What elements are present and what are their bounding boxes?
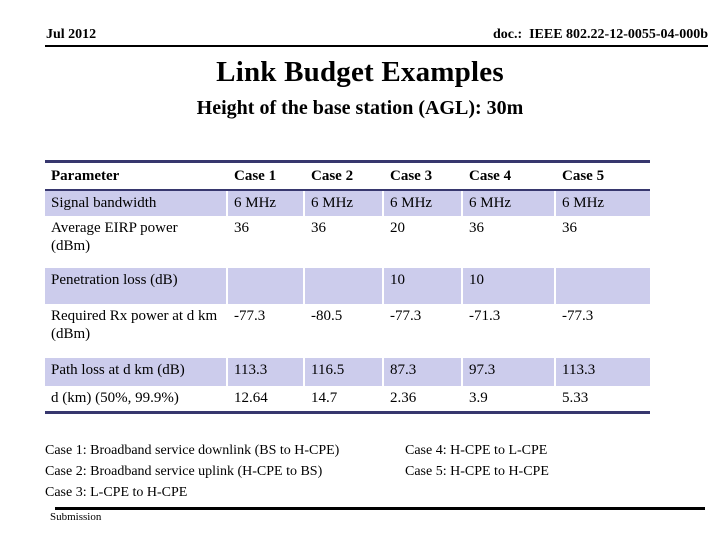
table-row: Path loss at d km (dB) 113.3 116.5 87.3 97.3… (45, 358, 650, 386)
column-header-case-3: Case 3 (382, 161, 462, 191)
table-cell: 36 (226, 216, 304, 268)
table-cell: 5.33 (554, 386, 650, 412)
header-doc-number: doc.: IEEE 802.22-12-0055-04-000b (492, 27, 708, 42)
table-cell: 2.36 (382, 386, 462, 412)
header-date: Jul 2012 (46, 27, 97, 42)
table-cell (554, 268, 650, 304)
table-cell: 20 (382, 216, 462, 268)
header-rule (45, 45, 708, 47)
table-cell: -80.5 (303, 304, 383, 358)
table-row: d (km) (50%, 99.9%) 12.64 14.7 2.36 3.9 5.33 (45, 386, 650, 412)
table-cell: 97.3 (461, 358, 555, 386)
case-notes-left: Case 1: Broadband service downlink (BS t… (45, 440, 400, 503)
table-cell: 116.5 (303, 358, 383, 386)
row-parameter: Required Rx power at d km (dBm) (51, 308, 218, 342)
table-header-row: Parameter Case 1 Case 2 Case 3 Case 4 Case 5 (45, 161, 650, 191)
table-row: Penetration loss (dB) 10 10 (45, 268, 650, 304)
link-budget-table: Parameter Case 1 Case 2 Case 3 Case 4 Case 5 … (45, 160, 650, 414)
column-header-parameter: Parameter (45, 161, 227, 191)
table-cell: 113.3 (554, 358, 650, 386)
table-cell: 36 (554, 216, 650, 268)
table-cell: 36 (461, 216, 555, 268)
submission-label: Submission (50, 511, 102, 523)
column-header-case-4: Case 4 (461, 161, 555, 191)
table-cell: 6 MHz (382, 190, 462, 216)
table-cell: 113.3 (226, 358, 304, 386)
table-cell: 6 MHz (303, 190, 383, 216)
table-cell (303, 268, 383, 304)
table-cell: 14.7 (303, 386, 383, 412)
table-cell: -77.3 (226, 304, 304, 358)
table-cell: 3.9 (461, 386, 555, 412)
slide-subtitle: Height of the base station (AGL): 30m (196, 97, 524, 119)
case-note: Case 4: H-CPE to L-CPE (405, 443, 548, 458)
table-head: Parameter Case 1 Case 2 Case 3 Case 4 Case 5 (45, 161, 650, 191)
table-row: Average EIRP power (dBm) 36 36 20 36 36 (45, 216, 650, 268)
footer-rule (55, 507, 705, 510)
column-header-case-5: Case 5 (554, 161, 650, 191)
row-parameter: Average EIRP power (dBm) (51, 220, 178, 254)
table-cell: -77.3 (382, 304, 462, 358)
table-cell: -77.3 (554, 304, 650, 358)
case-note: Case 2: Broadband service uplink (H-CPE … (45, 464, 323, 479)
row-parameter: Penetration loss (dB) (45, 268, 227, 304)
row-parameter: d (km) (50%, 99.9%) (51, 390, 179, 406)
case-note: Case 1: Broadband service downlink (BS t… (45, 443, 340, 458)
table-cell (226, 268, 304, 304)
table-row: Signal bandwidth 6 MHz 6 MHz 6 MHz 6 MHz 6 MH… (45, 190, 650, 216)
table-cell: 12.64 (226, 386, 304, 412)
table-row: Required Rx power at d km (dBm) -77.3 -80.… (45, 304, 650, 358)
table-body: Signal bandwidth 6 MHz 6 MHz 6 MHz 6 MHz 6 MH… (45, 190, 650, 412)
table-cell: 36 (303, 216, 383, 268)
table-cell: -71.3 (461, 304, 555, 358)
slide-title: Link Budget Examples (216, 56, 504, 88)
case-note: Case 3: L-CPE to H-CPE (45, 485, 188, 500)
row-parameter: Path loss at d km (dB) (45, 358, 227, 386)
row-parameter: Signal bandwidth (45, 190, 227, 216)
column-header-case-2: Case 2 (303, 161, 383, 191)
table-cell: 87.3 (382, 358, 462, 386)
table-cell: 10 (382, 268, 462, 304)
table-cell: 6 MHz (461, 190, 555, 216)
table-cell: 6 MHz (554, 190, 650, 216)
case-note: Case 5: H-CPE to H-CPE (405, 464, 549, 479)
table-cell: 6 MHz (226, 190, 304, 216)
case-notes-right: Case 4: H-CPE to L-CPE Case 5: H-CPE to H… (405, 440, 695, 482)
slide-header: Jul 2012 doc.: IEEE 802.22-12-0055-04-00… (46, 27, 708, 43)
column-header-case-1: Case 1 (226, 161, 304, 191)
table-cell: 10 (461, 268, 555, 304)
